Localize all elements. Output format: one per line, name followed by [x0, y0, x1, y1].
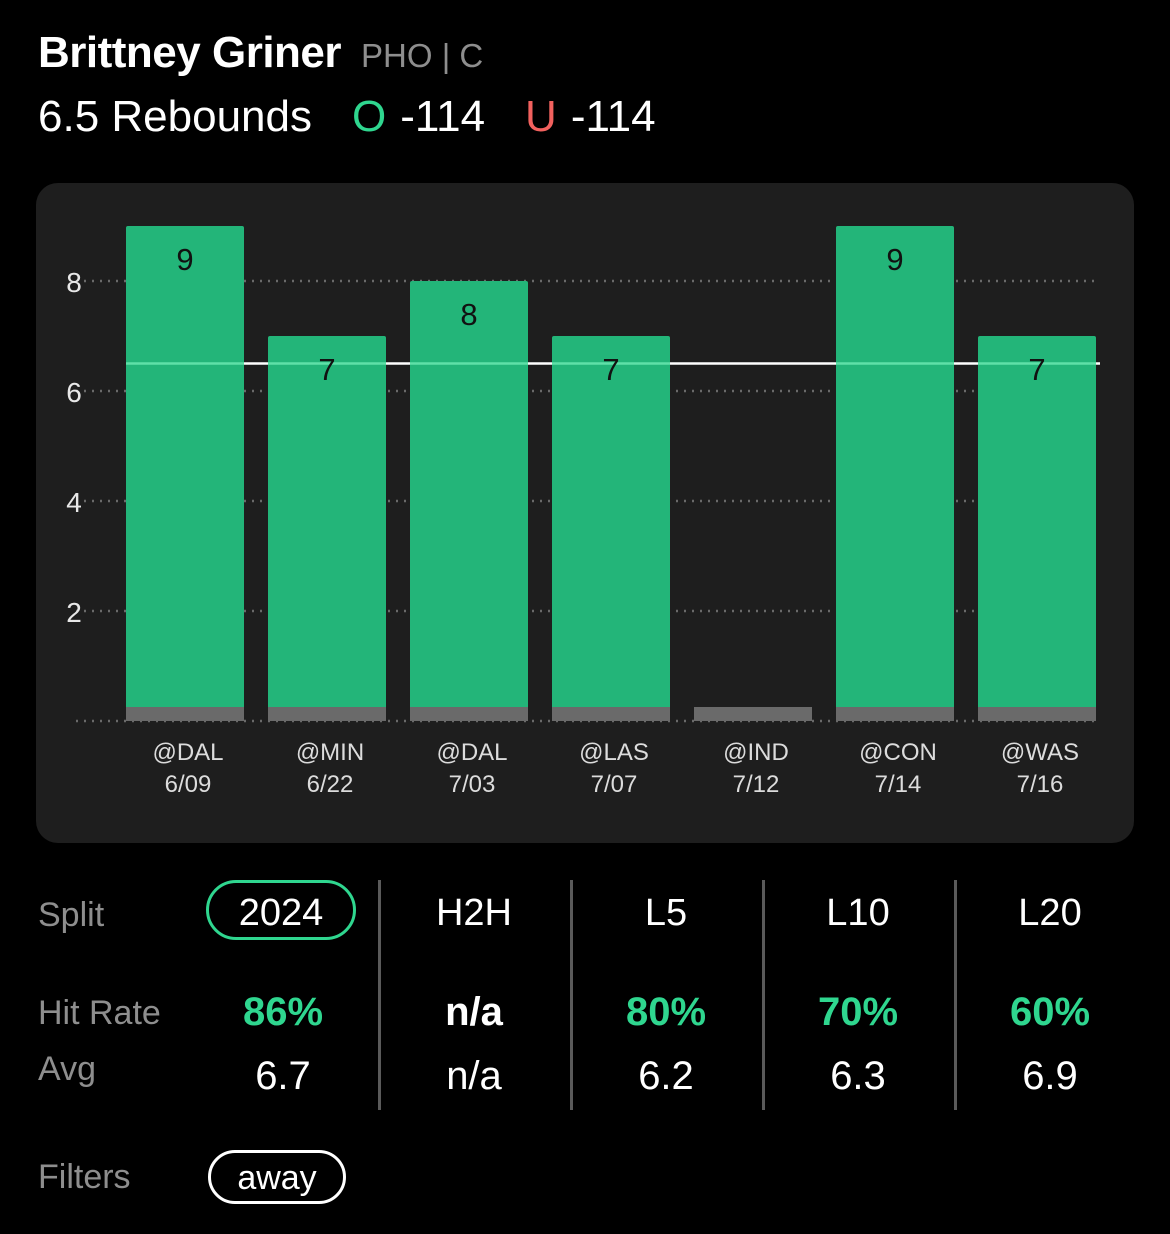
hit-rate-value: 70% [817, 990, 899, 1034]
team-position: PHO | C [361, 37, 484, 74]
x-tick-date: 7/03 [449, 771, 496, 798]
bar-value-label: 9 [176, 242, 193, 277]
player-name: Brittney Griner [38, 28, 342, 77]
bar-base [410, 707, 528, 721]
bar-value-label: 7 [1028, 352, 1045, 387]
bar-base [552, 707, 670, 721]
x-tick-date: 6/09 [165, 771, 212, 798]
bar-value-label: 7 [318, 352, 335, 387]
column-divider [570, 880, 573, 1110]
splits-table: Split Hit Rate Avg 2024 86% 6.7 H2H n/a … [0, 860, 1170, 1120]
split-row-label: Split [38, 896, 105, 934]
split-tab-l5[interactable]: L5 [644, 892, 688, 934]
x-tick-date: 7/12 [733, 771, 780, 798]
bar[interactable] [978, 336, 1096, 721]
bar[interactable] [126, 226, 244, 721]
hit-rate-value: 80% [625, 990, 707, 1034]
bar-value-label: 7 [602, 352, 619, 387]
x-tick-opponent: @DAL [436, 739, 507, 766]
bar-base [268, 707, 386, 721]
x-tick-opponent: @LAS [579, 739, 649, 766]
bar[interactable] [836, 226, 954, 721]
over-icon[interactable]: O [352, 92, 387, 141]
x-tick-date: 7/16 [1017, 771, 1064, 798]
x-tick-opponent: @MIN [296, 739, 364, 766]
x-tick-opponent: @WAS [1001, 739, 1079, 766]
x-tick-opponent: @CON [859, 739, 937, 766]
over-odds[interactable]: -114 [400, 92, 486, 141]
x-tick-date: 7/14 [875, 771, 922, 798]
x-tick-opponent: @DAL [152, 739, 223, 766]
bar-base [694, 707, 812, 721]
prop-label: 6.5 Rebounds [38, 92, 312, 141]
hit-rate-row-label: Hit Rate [38, 994, 161, 1032]
hit-rate-value: n/a [445, 990, 503, 1034]
avg-value: n/a [446, 1054, 502, 1098]
player-name-line: Brittney Griner PHO | C [38, 28, 656, 78]
bar-base [978, 707, 1096, 721]
under-icon[interactable]: U [525, 92, 557, 141]
bar[interactable] [552, 336, 670, 721]
filters-label: Filters [38, 1158, 131, 1196]
bar-value-label: 8 [460, 297, 477, 332]
bar[interactable] [268, 336, 386, 721]
column-divider [378, 880, 381, 1110]
y-tick-label: 2 [66, 597, 82, 628]
x-tick-opponent: @IND [723, 739, 789, 766]
split-tab-2024[interactable]: 2024 [206, 880, 356, 940]
bar-chart: 2 4 6 8 9 @DAL 6/09 7 @MIN 6/22 8 @DAL 7/03 7 @LAS 7/07… [66, 226, 1100, 798]
y-tick-label: 6 [66, 377, 82, 408]
hit-rate-value: 86% [242, 990, 324, 1034]
column-divider [954, 880, 957, 1110]
avg-value: 6.9 [1022, 1054, 1078, 1098]
x-tick-date: 6/22 [307, 771, 354, 798]
y-tick-label: 8 [66, 267, 82, 298]
hit-rate-value: 60% [1009, 990, 1091, 1034]
bar[interactable] [410, 281, 528, 721]
header: Brittney Griner PHO | C 6.5 Rebounds O -… [38, 28, 656, 142]
split-tab-l10[interactable]: L10 [826, 892, 890, 934]
prop-line: 6.5 Rebounds O -114 U -114 [38, 92, 656, 142]
avg-value: 6.2 [638, 1054, 694, 1098]
bar-value-label: 9 [886, 242, 903, 277]
x-tick-date: 7/07 [591, 771, 638, 798]
split-tab-h2h[interactable]: H2H [435, 892, 513, 934]
bar-base [126, 707, 244, 721]
y-tick-label: 4 [66, 487, 82, 518]
column-divider [762, 880, 765, 1110]
game-log-chart: 2 4 6 8 9 @DAL 6/09 7 @MIN 6/22 8 @DAL 7/03 7 @LAS 7/07… [36, 183, 1134, 843]
split-tab-l20[interactable]: L20 [1018, 892, 1082, 934]
avg-row-label: Avg [38, 1050, 96, 1088]
under-odds[interactable]: -114 [570, 92, 656, 141]
bar-base [836, 707, 954, 721]
avg-value: 6.3 [830, 1054, 886, 1098]
avg-value: 6.7 [255, 1054, 311, 1098]
filter-chip-away[interactable]: away [208, 1150, 346, 1204]
